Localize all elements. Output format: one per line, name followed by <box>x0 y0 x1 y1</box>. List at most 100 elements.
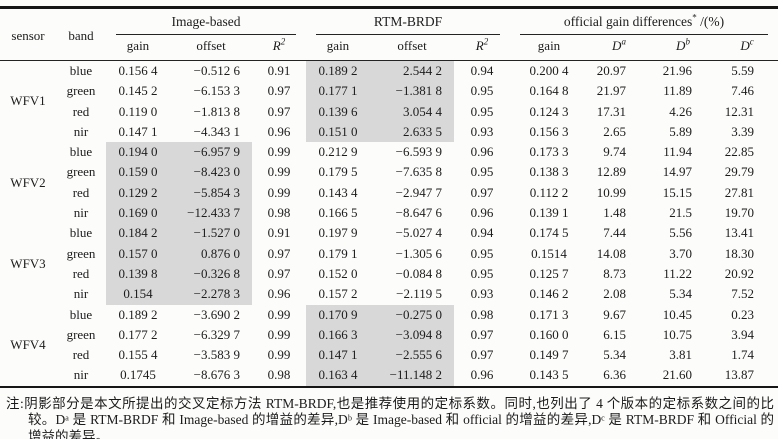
cell: 19.70 <box>724 205 755 221</box>
cell: 0.138 3 <box>529 164 569 180</box>
cell: 10.99 <box>596 184 626 200</box>
band-cell: nir <box>73 205 89 221</box>
cell: 0.146 2 <box>529 286 569 302</box>
cell: 0.145 2 <box>118 83 158 99</box>
col-header-ib-r2: R2 <box>252 35 306 61</box>
cell-highlighted: −1.381 8 <box>370 81 454 102</box>
cell: 0.143 4 <box>318 184 358 200</box>
cell: 6.15 <box>603 326 626 342</box>
col-header-ib-gain: gain <box>106 35 170 61</box>
cell-highlighted: −5.854 3 <box>170 182 252 204</box>
band-cell: nir <box>73 123 89 139</box>
cell: 0.164 8 <box>529 83 569 99</box>
cell-highlighted: −2.555 6 <box>370 345 454 366</box>
cell: −5.027 4 <box>395 225 442 241</box>
cell: 0.96 <box>267 286 291 302</box>
cell: 0.97 <box>470 184 494 200</box>
cell-highlighted: −11.148 2 <box>370 365 454 387</box>
col-header-rtm-r2: R2 <box>454 35 510 61</box>
cell: 0.149 7 <box>529 347 569 363</box>
sub-header-row: gain offset R2 gain offset R2 gain Da Db… <box>0 35 778 61</box>
cell: 0.93 <box>470 286 494 302</box>
cell: 20.92 <box>724 265 755 281</box>
cell: 0.124 3 <box>529 103 569 119</box>
cell: 0.147 1 <box>118 123 158 139</box>
group-header-official-gain-differences: official gain differences* /(%) <box>510 8 778 35</box>
cell-highlighted: 0.151 0 <box>306 121 370 143</box>
cell: −6.329 7 <box>193 326 240 342</box>
col-header-da: Da <box>588 35 650 61</box>
table-row: green 0.159 0 −8.423 0 0.99 0.179 5 −7.6… <box>0 162 778 183</box>
cell-highlighted: 3.054 4 <box>370 101 454 122</box>
cell-highlighted: 0.157 0 <box>106 243 170 264</box>
table-row: nir 0.154 −2.278 3 0.96 0.157 2 −2.119 5… <box>0 284 778 305</box>
band-cell: blue <box>69 225 93 241</box>
cell: 0.96 <box>470 205 494 221</box>
cell: 0.95 <box>470 245 494 261</box>
cell: −0.084 8 <box>395 265 442 281</box>
cell: 14.08 <box>596 245 626 261</box>
col-header-rtm-gain: gain <box>306 35 370 61</box>
cell: 21.5 <box>669 205 692 221</box>
cell: 3.70 <box>669 245 692 261</box>
cell: −3.583 9 <box>193 347 240 363</box>
table-row: red 0.119 0 −1.813 8 0.97 0.139 6 3.054 … <box>0 101 778 122</box>
cell: 21.96 <box>662 63 692 78</box>
cell: 0.174 5 <box>529 225 569 241</box>
cell-highlighted: −1.527 0 <box>170 223 252 244</box>
band-cell: green <box>66 326 96 342</box>
cell: 3.81 <box>669 347 692 363</box>
cell: 17.31 <box>596 103 626 119</box>
cell-highlighted: 0.194 0 <box>106 142 170 163</box>
cell-highlighted: 0.876 0 <box>170 243 252 264</box>
cell: −1.305 6 <box>395 245 442 261</box>
sensor-cell: WFV1 <box>10 93 46 109</box>
cell: 0.166 5 <box>318 205 358 221</box>
cell-highlighted: −6.957 9 <box>170 142 252 163</box>
cell: 0.125 7 <box>529 265 569 281</box>
cell-highlighted: −8.423 0 <box>170 162 252 183</box>
cell: 0.200 4 <box>529 63 569 78</box>
cell: −8.647 6 <box>395 205 442 221</box>
cell: 0.152 0 <box>318 265 358 281</box>
cell: 7.44 <box>603 225 626 241</box>
sensor-cell: WFV4 <box>10 337 46 352</box>
table-row: WFV1 blue 0.156 4 −0.512 6 0.91 0.189 2 … <box>0 60 778 108</box>
cell: 0.95 <box>470 265 494 281</box>
cell: 0.173 3 <box>529 144 569 160</box>
cell: 5.56 <box>669 225 692 241</box>
cell: 22.85 <box>724 144 755 160</box>
cell: 0.160 0 <box>529 326 569 342</box>
cell: 0.97 <box>470 347 494 363</box>
cell-highlighted: 0.177 1 <box>306 81 370 102</box>
cell: 0.23 <box>731 306 755 322</box>
cell-highlighted: 0.170 9 <box>306 304 370 325</box>
cell: 13.87 <box>724 367 755 383</box>
cell: 0.179 5 <box>318 164 358 180</box>
cell-highlighted: −3.094 8 <box>370 324 454 346</box>
cell: 0.177 2 <box>118 326 158 342</box>
cell: 2.65 <box>603 123 626 139</box>
cell: 5.34 <box>669 286 692 302</box>
cell-highlighted: 0.163 4 <box>306 365 370 387</box>
cell: 0.96 <box>470 144 494 160</box>
cell-highlighted: 0.159 0 <box>106 162 170 183</box>
band-cell: green <box>66 83 96 99</box>
table-row: green 0.157 0 0.876 0 0.97 0.179 1 −1.30… <box>0 243 778 264</box>
group-header-rtm-brdf: RTM-BRDF <box>306 8 510 35</box>
cell: 0.189 2 <box>118 306 158 322</box>
table-row: red 0.129 2 −5.854 3 0.99 0.143 4 −2.947… <box>0 182 778 204</box>
sensor-cell: WFV2 <box>10 174 46 190</box>
band-cell: green <box>66 164 96 180</box>
cell: 5.89 <box>669 123 692 139</box>
cell: 0.98 <box>267 367 291 383</box>
cell: 11.89 <box>663 83 692 99</box>
cell: 10.75 <box>662 326 692 342</box>
cell: −4.343 1 <box>193 123 240 139</box>
cell: −7.635 8 <box>395 164 442 180</box>
cell: 1.48 <box>603 205 626 221</box>
cell: 5.34 <box>603 347 626 363</box>
cell: 13.41 <box>724 225 755 241</box>
table-row: red 0.139 8 −0.326 8 0.97 0.152 0 −0.084… <box>0 263 778 285</box>
